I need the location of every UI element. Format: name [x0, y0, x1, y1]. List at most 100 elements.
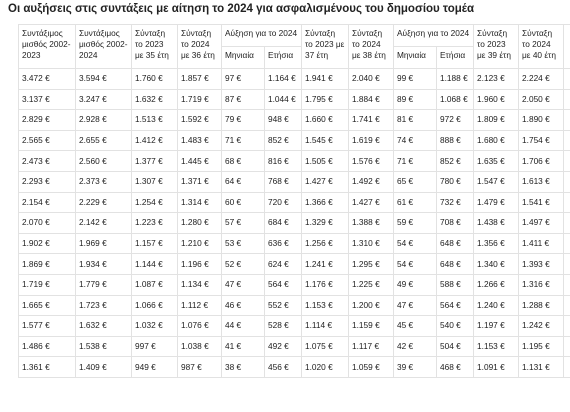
table-cell: 1.538 €	[75, 335, 132, 358]
table-cell: 1.200 €	[348, 294, 395, 317]
table-cell: 1.153 €	[301, 294, 350, 317]
table-cell: 949 €	[131, 356, 178, 378]
table-cell: 46 €	[221, 294, 265, 317]
table-row: 1.361 €1.409 €949 €987 €38 €456 €1.020 €…	[18, 356, 570, 378]
table-cell: 1.960 €	[473, 88, 520, 111]
table-cell: 71 €	[393, 150, 438, 172]
table-cell: 1.706 €	[518, 150, 565, 172]
table-cell: 2.373 €	[75, 170, 132, 193]
table-cell: 1.576 €	[348, 150, 395, 172]
table-cell: 1.075 €	[301, 335, 350, 358]
table-cell: 1.356 €	[473, 232, 520, 255]
table-cell: 1.131 €	[518, 356, 565, 378]
table-cell: 1.188 €	[436, 68, 475, 90]
table-cell: 1.210 €	[177, 232, 222, 255]
table-cell: 1.427 €	[301, 170, 350, 193]
table-cell: 1.934 €	[75, 253, 132, 275]
table-body: 3.472 €3.594 €1.760 €1.857 €97 €1.164 €1…	[18, 68, 570, 378]
column-header: Σύνταξη το 2023 με 35 έτη	[131, 24, 178, 69]
table-cell: 1.665 €	[18, 294, 76, 317]
table-cell: 1.044 €	[263, 88, 303, 111]
header-row: Μηνιαία Ετήσια Μηνιαία Ετήσια	[19, 46, 570, 69]
table-cell: 1.256 €	[301, 232, 350, 255]
table-cell: 65 €	[393, 170, 438, 193]
table-row: 3.137 €3.247 €1.632 €1.719 €87 €1.044 €1…	[18, 88, 570, 111]
table-row: 2.070 €2.142 €1.223 €1.280 €57 €684 €1.3…	[18, 212, 570, 234]
table-cell: 1.760 €	[131, 68, 178, 90]
table-cell: 1.066 €	[131, 294, 178, 317]
table-cell: 97 €	[221, 68, 265, 90]
table-cell: 564 €	[436, 294, 475, 317]
table-cell: 1.117 €	[348, 335, 395, 358]
table-cell: 1.032 €	[131, 315, 178, 337]
cut-off-cell	[563, 191, 570, 214]
cut-off-cell	[563, 212, 570, 234]
table-row: 2.473 €2.560 €1.377 €1.445 €68 €816 €1.5…	[18, 150, 570, 172]
table-cell: 1.254 €	[131, 191, 178, 214]
cut-off-cell	[563, 232, 570, 255]
table-cell: 1.164 €	[263, 68, 303, 90]
column-header: Σύνταξη το 2023 με 39 έτη	[473, 24, 520, 69]
table-cell: 47 €	[393, 294, 438, 317]
table-cell: 1.295 €	[348, 253, 395, 275]
table-row: 2.293 €2.373 €1.307 €1.371 €64 €768 €1.4…	[18, 170, 570, 193]
table-cell: 1.068 €	[436, 88, 475, 111]
table-cell: 1.225 €	[348, 273, 395, 296]
table-cell: 59 €	[393, 212, 438, 234]
cut-off-cell	[563, 294, 570, 317]
table-cell: 38 €	[221, 356, 265, 378]
table-cell: 852 €	[436, 150, 475, 172]
table-row: 1.902 €1.969 €1.157 €1.210 €53 €636 €1.2…	[18, 232, 570, 255]
table-cell: 1.547 €	[473, 170, 520, 193]
table-cell: 1.809 €	[473, 109, 520, 131]
table-cell: 1.176 €	[301, 273, 350, 296]
column-header: Σύνταξη το 2024 με 38 έτη	[348, 24, 395, 69]
table-cell: 1.409 €	[75, 356, 132, 378]
table-cell: 1.541 €	[518, 191, 565, 214]
table-cell: 1.427 €	[348, 191, 395, 214]
table-cell: 1.632 €	[75, 315, 132, 337]
table-cell: 71 €	[221, 129, 265, 152]
table-cell: 1.020 €	[301, 356, 350, 378]
table-cell: 1.288 €	[518, 294, 565, 317]
column-header: Συντάξιμος μισθός 2002-2024	[75, 24, 132, 69]
table-cell: 1.196 €	[177, 253, 222, 275]
table-cell: 1.795 €	[301, 88, 350, 111]
table-cell: 1.144 €	[131, 253, 178, 275]
table-cell: 708 €	[436, 212, 475, 234]
table-row: 2.565 €2.655 €1.412 €1.483 €71 €852 €1.5…	[18, 129, 570, 152]
cut-off-cell	[563, 88, 570, 111]
sub-header: Μηνιαία	[393, 46, 438, 69]
table-cell: 1.307 €	[131, 170, 178, 193]
table-cell: 780 €	[436, 170, 475, 193]
table-cell: 1.371 €	[177, 170, 222, 193]
cut-off-cell	[563, 150, 570, 172]
table-cell: 1.197 €	[473, 315, 520, 337]
table-cell: 54 €	[393, 253, 438, 275]
table-cell: 53 €	[221, 232, 265, 255]
table-cell: 552 €	[263, 294, 303, 317]
header-row: Συντάξιμος μισθός 2002-2023 Συντάξιμος μι…	[18, 24, 570, 69]
table-cell: 2.229 €	[75, 191, 132, 214]
table-cell: 456 €	[263, 356, 303, 378]
table-cell: 2.473 €	[18, 150, 76, 172]
table-cell: 1.412 €	[131, 129, 178, 152]
table-cell: 81 €	[393, 109, 438, 131]
table-cell: 972 €	[436, 109, 475, 131]
table-cell: 1.223 €	[131, 212, 178, 234]
table-cell: 1.438 €	[473, 212, 520, 234]
title: Οι αυξήσεις στις συντάξεις με αίτηση το …	[8, 3, 475, 15]
cut-off-cell	[563, 253, 570, 275]
table-header: Συντάξιμος μισθός 2002-2023 Συντάξιμος μι…	[18, 24, 570, 69]
table-cell: 1.314 €	[177, 191, 222, 214]
table-row: 1.719 €1.779 €1.087 €1.134 €47 €564 €1.1…	[18, 273, 570, 296]
table-cell: 1.445 €	[177, 150, 222, 172]
table-cell: 816 €	[263, 150, 303, 172]
table-cell: 1.112 €	[177, 294, 222, 317]
table-cell: 1.377 €	[131, 150, 178, 172]
column-header: Σύνταξη το 2024 με 36 έτη	[177, 24, 222, 69]
table-cell: 57 €	[221, 212, 265, 234]
table-cell: 1.492 €	[348, 170, 395, 193]
table-cell: 1.592 €	[177, 109, 222, 131]
column-header: Αύξηση για το 2024	[393, 24, 475, 47]
